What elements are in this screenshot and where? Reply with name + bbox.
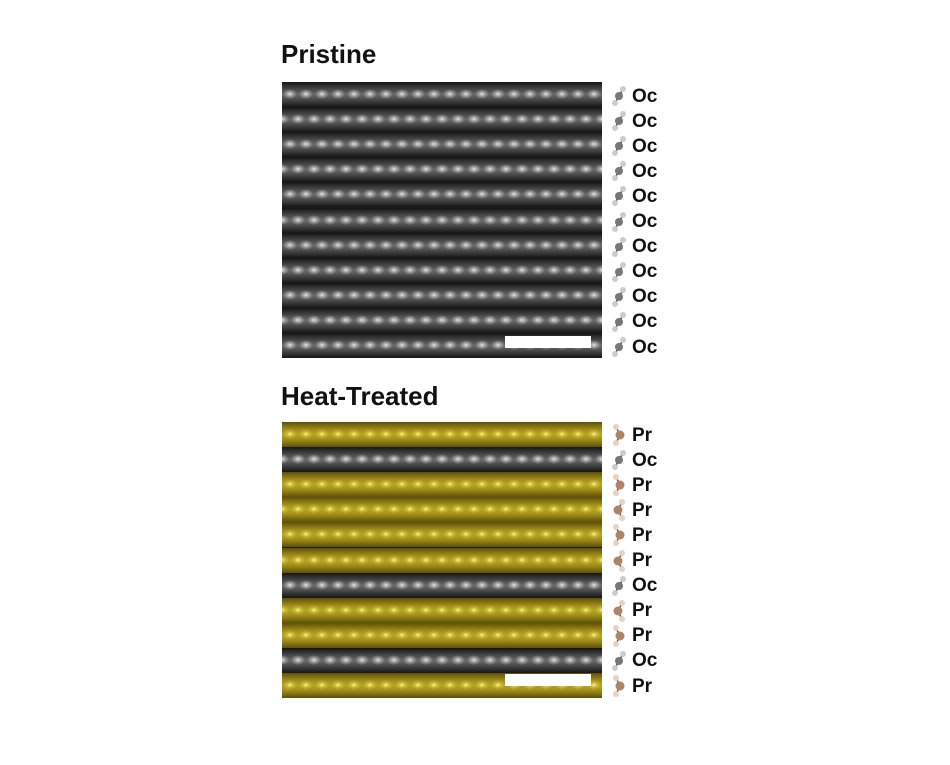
layer-label-text: Pr xyxy=(632,550,653,571)
scale-bar xyxy=(505,674,591,686)
layer-label: Oc xyxy=(610,84,657,109)
layer-label: Pr xyxy=(610,599,652,624)
layer-row-oc xyxy=(282,307,602,333)
molecule-icon xyxy=(612,236,626,257)
layer-row-oc xyxy=(282,182,602,208)
layer-row-pr xyxy=(282,522,602,548)
molecule-icon xyxy=(613,549,625,572)
layer-label: Oc xyxy=(610,285,657,310)
layer-label-text: Oc xyxy=(632,211,658,232)
molecule-icon xyxy=(612,311,626,332)
layer-label: Pr xyxy=(610,423,652,448)
layer-row-pr xyxy=(282,597,602,623)
layer-label: Oc xyxy=(610,184,657,209)
layer-label-text: Oc xyxy=(632,160,658,182)
layer-label-text: Oc xyxy=(632,311,658,333)
layer-row-oc xyxy=(282,157,602,183)
molecule-icon xyxy=(613,499,625,522)
layer-label-text: Oc xyxy=(632,261,658,283)
layer-label-text: Oc xyxy=(632,336,658,358)
layer-label-text: Oc xyxy=(632,110,658,132)
layer-row-pr xyxy=(282,472,602,498)
molecule-icon xyxy=(612,211,626,232)
molecule-icon xyxy=(612,337,626,357)
layer-label-text: Pr xyxy=(632,524,653,546)
molecule-icon xyxy=(613,424,625,446)
layer-label: Oc xyxy=(610,210,657,235)
panel-title: Heat-Treated xyxy=(281,381,439,411)
layer-label-text: Pr xyxy=(632,625,653,647)
layer-label: Pr xyxy=(610,624,652,649)
layer-row-oc xyxy=(282,82,602,108)
layer-label: Oc xyxy=(610,260,657,285)
layer-label-text: Pr xyxy=(632,600,653,622)
layer-label-text: Oc xyxy=(632,236,658,258)
molecule-icon xyxy=(613,524,625,547)
layer-label: Oc xyxy=(610,448,657,473)
layer-row-oc xyxy=(282,572,602,598)
layer-label: Oc xyxy=(610,235,657,260)
layer-label: Pr xyxy=(610,674,652,699)
molecule-icon xyxy=(612,86,626,106)
layer-label-text: Oc xyxy=(632,286,658,308)
layer-row-pr xyxy=(282,422,602,448)
layer-label: Oc xyxy=(610,649,657,674)
molecule-icon xyxy=(612,186,626,207)
layer-label: Oc xyxy=(610,159,657,184)
molecule-icon xyxy=(612,450,626,471)
layer-row-oc xyxy=(282,207,602,233)
layer-label-text: Pr xyxy=(632,424,653,446)
layer-label-text: Oc xyxy=(632,650,658,672)
layer-row-oc xyxy=(282,282,602,308)
layer-label-text: Oc xyxy=(632,449,658,471)
micrograph xyxy=(282,82,602,358)
layer-label: Oc xyxy=(610,310,657,335)
micrograph xyxy=(282,422,602,698)
layer-label: Pr xyxy=(610,549,652,574)
molecule-icon xyxy=(612,286,626,307)
layer-row-oc xyxy=(282,232,602,258)
molecule-icon xyxy=(613,624,625,647)
molecule-icon xyxy=(613,675,625,697)
layer-row-oc xyxy=(282,257,602,283)
layer-row-oc xyxy=(282,447,602,473)
layer-label-text: Pr xyxy=(632,675,653,697)
molecule-icon xyxy=(612,136,626,157)
molecule-icon xyxy=(612,261,626,282)
layer-label-text: Oc xyxy=(632,185,658,207)
layer-label-text: Oc xyxy=(632,135,658,157)
layer-label-text: Pr xyxy=(632,474,653,496)
layer-label: Oc xyxy=(610,109,657,134)
layer-row-oc xyxy=(282,132,602,158)
panel-title: Pristine xyxy=(281,39,377,69)
layer-label: Oc xyxy=(610,574,657,599)
molecule-icon xyxy=(613,599,625,622)
molecule-icon xyxy=(612,111,626,132)
layer-row-pr xyxy=(282,622,602,648)
layer-label: Pr xyxy=(610,523,652,548)
layer-row-oc xyxy=(282,647,602,673)
layer-label: Oc xyxy=(610,134,657,159)
scale-bar xyxy=(505,336,591,348)
layer-label: Pr xyxy=(610,473,652,498)
molecule-icon xyxy=(613,474,625,497)
layer-label-text: Oc xyxy=(632,85,658,107)
layer-row-oc xyxy=(282,107,602,133)
layer-label: Oc xyxy=(610,335,657,360)
molecule-icon xyxy=(612,575,626,596)
layer-row-pr xyxy=(282,497,602,523)
layer-label-text: Oc xyxy=(632,575,658,597)
layer-label-text: Pr xyxy=(632,499,653,521)
layer-row-pr xyxy=(282,547,602,573)
molecule-icon xyxy=(612,650,626,671)
layer-label: Pr xyxy=(610,498,652,523)
molecule-icon xyxy=(612,161,626,182)
